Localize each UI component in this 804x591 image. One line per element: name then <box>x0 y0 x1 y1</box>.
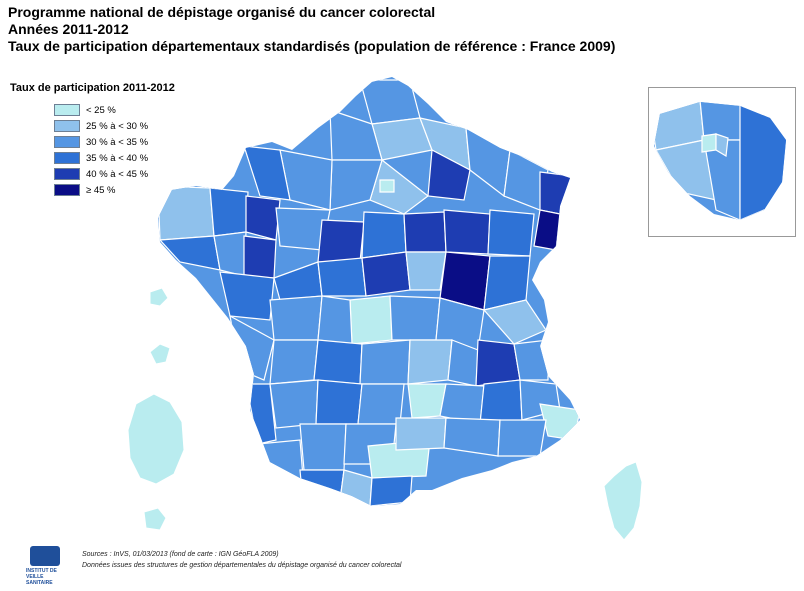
legend-swatch <box>54 152 80 164</box>
legend-label: 40 % à < 45 % <box>86 168 149 180</box>
departement <box>257 439 305 492</box>
legend-swatch <box>54 104 80 116</box>
departement <box>299 423 347 471</box>
departement <box>359 339 411 385</box>
departement <box>243 235 277 279</box>
departement <box>389 295 441 341</box>
legend-swatch <box>54 184 80 196</box>
map-title: Programme national de dépistage organisé… <box>8 4 436 20</box>
departement <box>209 187 249 237</box>
guadeloupe-island <box>149 343 171 365</box>
legend-item: 40 % à < 45 % <box>54 166 175 182</box>
sources-line: Données issues des structures de gestion… <box>82 562 402 569</box>
legend-swatch <box>54 136 80 148</box>
departement <box>315 379 363 425</box>
departement <box>443 209 491 255</box>
legend-item: ≥ 45 % <box>54 182 175 198</box>
legend-item: < 25 % <box>54 102 175 118</box>
departement <box>513 339 549 381</box>
sources-line: Sources : InVS, 01/03/2013 (fond de cart… <box>82 551 279 558</box>
guyane-island <box>143 507 167 531</box>
invs-logo-text: INSTITUT DE VEILLE SANITAIRE <box>26 568 57 586</box>
reunion-island <box>149 287 169 307</box>
departement <box>395 417 447 451</box>
departement <box>317 295 353 345</box>
corsica <box>603 461 643 541</box>
departement <box>299 469 345 501</box>
legend-label: < 25 % <box>86 104 116 116</box>
legend-title: Taux de participation 2011-2012 <box>10 82 175 94</box>
ile-de-france-inset-frame <box>648 87 796 237</box>
departement <box>317 219 365 263</box>
departement <box>361 251 411 297</box>
departement <box>219 271 275 321</box>
legend-label: 35 % à < 40 % <box>86 152 149 164</box>
departement <box>403 211 447 253</box>
departement <box>405 251 447 291</box>
mainland-france <box>158 77 580 506</box>
legend-item: 30 % à < 35 % <box>54 134 175 150</box>
departement <box>243 145 291 201</box>
departement <box>475 339 521 387</box>
departement <box>269 295 323 341</box>
departement <box>313 339 363 385</box>
map-subtitle-rate: Taux de participation départementaux sta… <box>8 38 616 54</box>
invs-logo-icon <box>30 546 60 566</box>
departement <box>487 209 535 257</box>
legend-item: 35 % à < 40 % <box>54 150 175 166</box>
departement <box>407 339 453 385</box>
departement <box>479 379 523 425</box>
map-title-block: Programme national de dépistage organisé… <box>8 4 615 55</box>
departement <box>245 195 281 241</box>
departement <box>269 379 319 429</box>
legend-label: 25 % à < 30 % <box>86 120 149 132</box>
departement <box>269 339 319 385</box>
legend-swatch <box>54 120 80 132</box>
departement <box>349 295 393 345</box>
departement <box>317 257 367 297</box>
map-sources: Sources : InVS, 01/03/2013 (fond de cart… <box>82 549 401 571</box>
departement <box>497 419 547 457</box>
legend-label: ≥ 45 % <box>86 184 116 196</box>
martinique-island <box>127 393 185 485</box>
invs-logo: INSTITUT DE VEILLE SANITAIRE <box>26 546 70 586</box>
departement <box>715 133 729 157</box>
departement <box>361 211 407 259</box>
legend-item: 25 % à < 30 % <box>54 118 175 134</box>
map-legend: Taux de participation 2011-2012 < 25 % 2… <box>10 82 175 198</box>
departement <box>539 171 573 215</box>
map-subtitle-years: Années 2011-2012 <box>8 21 129 37</box>
departement <box>379 179 395 193</box>
legend-label: 30 % à < 35 % <box>86 136 149 148</box>
departement <box>427 149 471 201</box>
departement <box>158 185 215 241</box>
departement <box>369 475 413 506</box>
legend-swatch <box>54 168 80 180</box>
